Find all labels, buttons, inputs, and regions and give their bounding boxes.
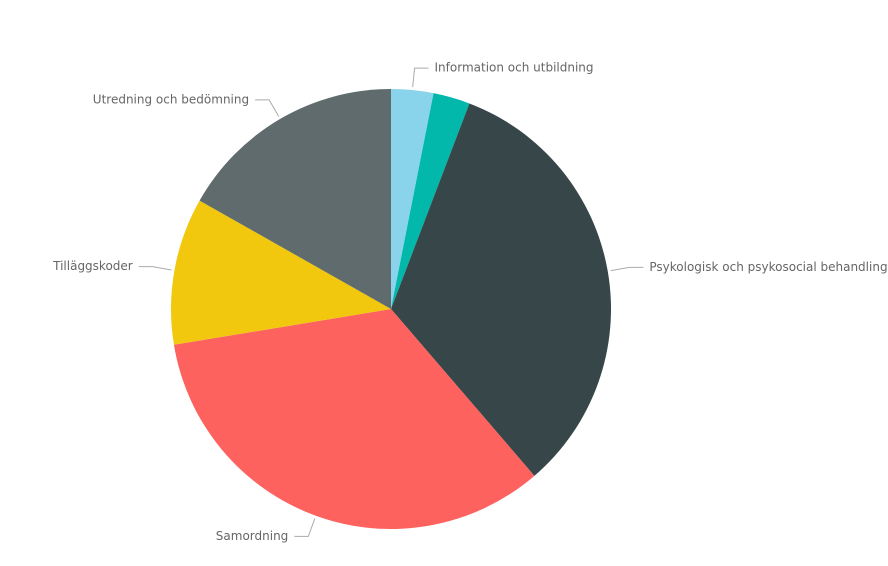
- leader-line: [610, 266, 644, 272]
- slice-label: Tilläggskoder: [52, 259, 133, 273]
- slice-label: Samordning: [216, 529, 289, 543]
- slice-label: Information och utbildning: [435, 61, 594, 75]
- leader-line: [255, 99, 280, 117]
- pie-slice: [199, 89, 391, 309]
- slice-label: Utredning och bedömning: [93, 92, 249, 106]
- pie-slice: [173, 309, 535, 529]
- leader-line: [138, 266, 172, 271]
- leader-line: [294, 518, 316, 537]
- pie-slice: [391, 89, 434, 309]
- pie-slice: [391, 103, 612, 476]
- pie-slice: [171, 200, 391, 345]
- slice-label: Psykologisk och psykosocial behandling: [649, 260, 887, 274]
- leader-line: [412, 67, 429, 88]
- pie-slice: [391, 93, 470, 309]
